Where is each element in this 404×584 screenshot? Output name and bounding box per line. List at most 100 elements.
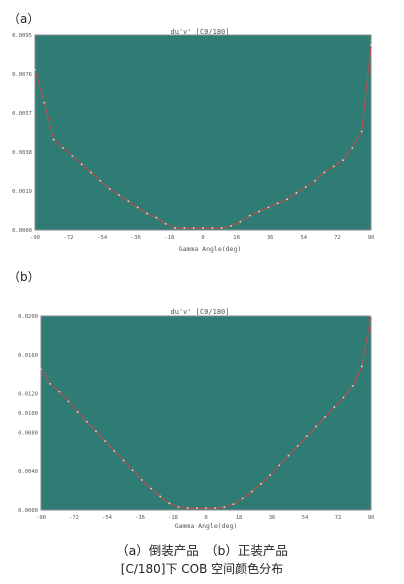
b-y-tick-label: 0.0080: [18, 430, 38, 436]
b-data-point: [370, 315, 372, 317]
a-x-tick-label: 0: [201, 235, 204, 241]
b-x-tick-label: -18: [168, 515, 178, 521]
b-data-point: [324, 415, 327, 418]
b-data-point: [351, 384, 354, 387]
chart-a: du'v' [C0/180] 0.0000 0.0019 0.0038 0.0057 0…: [12, 28, 374, 253]
a-data-point: [164, 222, 167, 225]
a-x-tick-label: 36: [267, 235, 274, 241]
b-data-point: [40, 368, 42, 371]
b-data-point: [113, 449, 116, 452]
b-x-tick-label: -72: [69, 515, 79, 521]
b-data-point: [214, 507, 217, 509]
a-data-point: [230, 224, 232, 227]
a-y-tick-label: 0.0038: [12, 150, 32, 156]
figure-caption-line-1: （a）倒装产品 （b）正装产品: [116, 543, 288, 558]
b-data-point: [195, 507, 198, 509]
b-y-tick-label: 0.0120: [18, 392, 38, 398]
a-data-point: [174, 227, 176, 229]
b-data-point: [177, 506, 180, 508]
a-x-tick-label: 18: [233, 235, 240, 241]
b-data-point: [104, 440, 107, 443]
a-data-point: [314, 179, 316, 182]
a-data-point: [183, 227, 186, 229]
chart-b-title: du'v' [C0/180]: [170, 308, 229, 316]
a-data-point: [71, 155, 74, 158]
chart-b-x-axis-label: Gamma Angle(deg): [175, 522, 238, 530]
b-x-tick-label: 36: [269, 515, 276, 521]
a-data-point: [323, 171, 326, 174]
a-data-point: [239, 220, 242, 223]
b-data-point: [67, 400, 70, 403]
b-data-point: [49, 383, 52, 385]
a-data-point: [34, 68, 36, 71]
a-data-point: [90, 171, 92, 174]
b-data-point: [150, 487, 152, 490]
b-data-point: [168, 502, 171, 505]
a-data-point: [332, 165, 335, 168]
panel-label-b: （b）: [8, 270, 40, 284]
a-x-tick-label: 54: [300, 235, 307, 241]
b-data-point: [360, 365, 363, 368]
b-data-point: [205, 507, 207, 509]
a-x-tick-label: -72: [64, 235, 74, 241]
b-y-tick-label: 0.0200: [18, 314, 38, 320]
a-x-tick-label: -54: [97, 235, 108, 241]
b-x-tick-label: -36: [135, 515, 145, 521]
a-data-point: [342, 159, 344, 162]
b-data-point: [296, 445, 299, 447]
a-x-tick-label: -18: [164, 235, 174, 241]
chart-a-plot-area: [34, 34, 372, 231]
b-data-point: [140, 479, 143, 481]
chart-a-x-axis-label: Gamma Angle(deg): [179, 245, 242, 253]
b-data-point: [95, 430, 97, 433]
a-data-point: [52, 138, 55, 141]
a-data-point: [295, 192, 298, 194]
a-data-point: [351, 146, 354, 149]
b-data-point: [58, 390, 61, 393]
a-y-tick-label: 0.0057: [12, 111, 32, 117]
b-data-point: [315, 425, 317, 428]
b-data-point: [269, 474, 272, 476]
b-x-tick-label: -54: [102, 515, 113, 521]
b-data-point: [250, 490, 253, 493]
a-data-point: [127, 200, 130, 203]
a-data-point: [146, 212, 148, 215]
b-data-point: [241, 497, 244, 500]
a-data-point: [202, 227, 204, 229]
b-y-tick-label: 0.0040: [18, 469, 38, 475]
a-y-tick-label: 0.0095: [12, 33, 32, 39]
a-data-point: [286, 198, 288, 201]
b-x-tick-label: 18: [236, 515, 243, 521]
a-x-tick-label: -90: [30, 235, 40, 241]
a-data-point: [258, 210, 260, 213]
b-data-point: [342, 396, 345, 399]
a-data-point: [211, 227, 214, 229]
b-data-point: [260, 482, 262, 485]
a-data-point: [370, 44, 372, 47]
a-x-tick-label: 72: [334, 235, 341, 241]
b-data-point: [76, 411, 79, 413]
b-x-tick-label: 72: [335, 515, 342, 521]
b-data-point: [85, 420, 88, 423]
a-y-tick-label: 0.0076: [12, 72, 32, 78]
b-data-point: [333, 406, 336, 409]
b-data-point: [287, 454, 290, 457]
a-y-tick-label: 0.0000: [12, 228, 32, 234]
b-x-tick-label: 0: [204, 515, 207, 521]
b-y-tick-label: 0.0160: [18, 353, 38, 359]
chart-b: du'v' [C0/180] 0.0000 0.0040 0.0080 0.0100 0…: [18, 308, 375, 530]
a-data-point: [304, 185, 307, 188]
a-data-point: [118, 194, 120, 197]
a-data-point: [62, 146, 64, 149]
a-data-point: [155, 216, 158, 219]
b-x-tick-label: -90: [36, 515, 46, 521]
chart-b-plot-area: [40, 315, 372, 511]
a-data-point: [43, 101, 46, 104]
b-y-tick-label: 0.0000: [18, 508, 38, 514]
a-data-point: [136, 206, 139, 209]
b-x-tick-label: 90: [368, 515, 375, 521]
a-data-point: [80, 163, 83, 166]
figure-caption-line-2: [C/180]下 COB 空间颜色分布: [120, 562, 284, 576]
a-data-point: [192, 227, 195, 229]
